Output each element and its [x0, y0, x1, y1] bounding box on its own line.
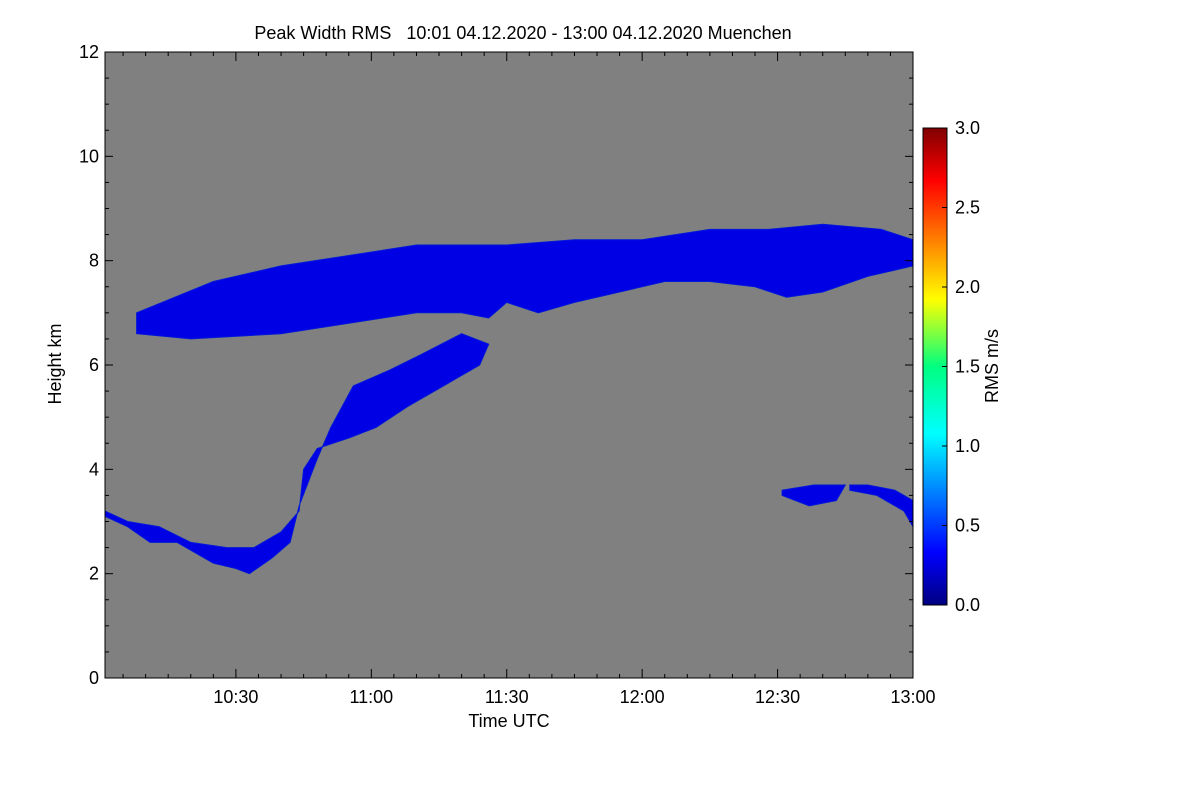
- y-tick-label: 8: [89, 251, 99, 271]
- echo-region-0: [105, 333, 490, 575]
- x-tick-label: 11:30: [485, 687, 529, 707]
- x-tick-label: 11:00: [349, 687, 393, 707]
- x-axis: 10:30 11:00 11:30 12:00 12:30 13:00: [122, 52, 936, 707]
- echo-region-1: [136, 223, 913, 340]
- colorbar-tick-label: 1.5: [955, 357, 980, 377]
- chart-title: Peak Width RMS 10:01 04.12.2020 - 13:00 …: [254, 23, 791, 43]
- colorbar-tick-label: 2.0: [955, 277, 980, 297]
- y-tick-label: 6: [89, 355, 99, 375]
- y-tick-label: 4: [89, 459, 99, 479]
- colorbar-label: RMS m/s: [982, 329, 1002, 403]
- echo-region-2: [781, 484, 847, 507]
- colorbar: 0.0 0.5 1.0 1.5 2.0 2.5 3.0 RMS m/s: [922, 118, 1002, 615]
- echo-layer: [105, 223, 913, 575]
- y-axis-label: Height km: [45, 323, 65, 404]
- y-tick-label: 2: [89, 564, 99, 584]
- y-tick-label: 10: [79, 146, 99, 166]
- x-tick-label: 12:30: [755, 687, 800, 707]
- colorbar-tick-label: 0.0: [955, 595, 980, 615]
- colorbar-tick-label: 2.5: [955, 198, 980, 218]
- x-tick-label: 13:00: [890, 687, 935, 707]
- y-tick-label: 0: [89, 668, 99, 688]
- colorbar-ticks: 0.0 0.5 1.0 1.5 2.0 2.5 3.0: [942, 118, 980, 615]
- x-tick-label: 10:30: [213, 687, 258, 707]
- x-axis-label: Time UTC: [468, 711, 549, 731]
- y-tick-label: 12: [79, 42, 99, 62]
- y-axis: 0 2 4 6 8 10 12: [79, 42, 913, 688]
- colorbar-tick-label: 3.0: [955, 118, 980, 138]
- x-tick-label: 12:00: [620, 687, 665, 707]
- echo-region-3: [849, 484, 913, 528]
- plot-background: [105, 52, 913, 678]
- colorbar-tick-label: 1.0: [955, 436, 980, 456]
- colorbar-tick-label: 0.5: [955, 516, 980, 536]
